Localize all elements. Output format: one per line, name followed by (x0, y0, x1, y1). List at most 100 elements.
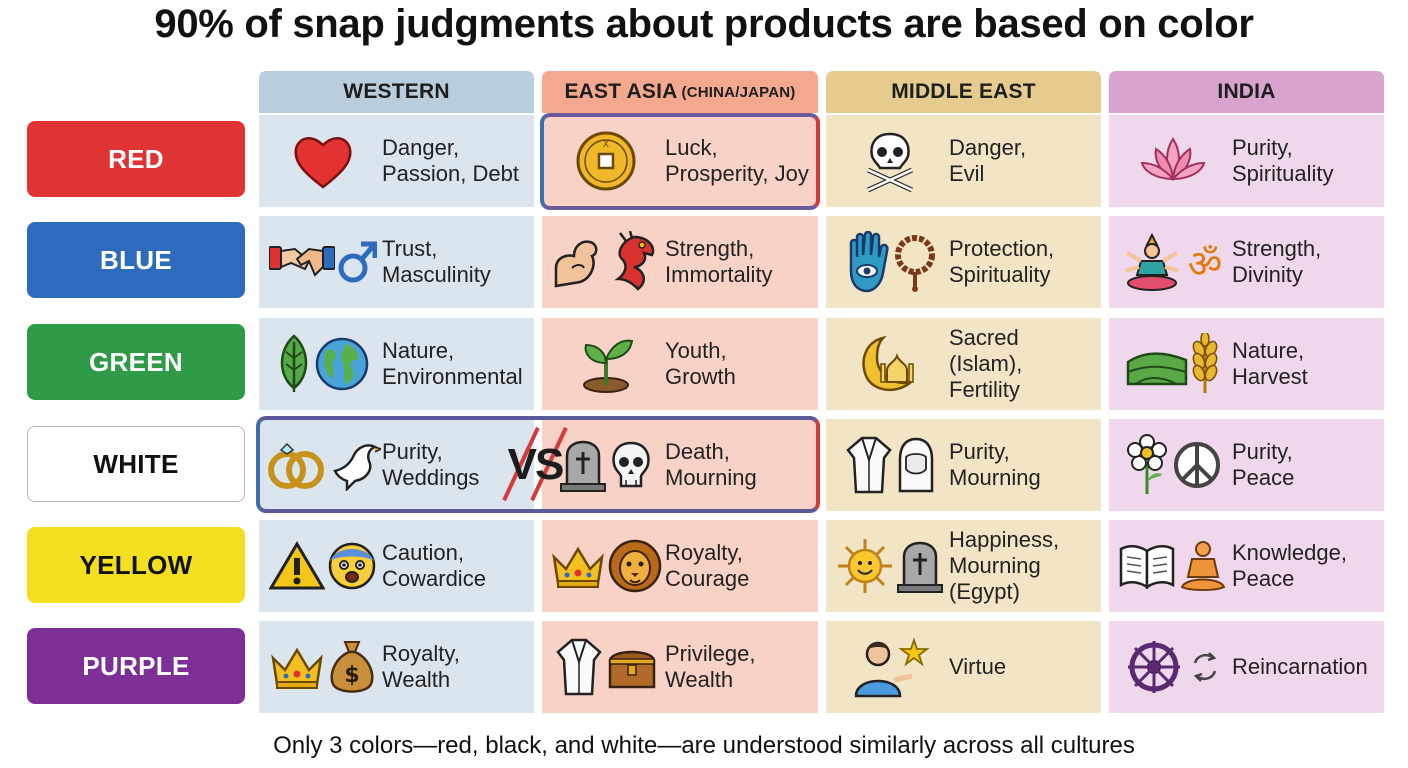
meaning-line: Courage (665, 566, 750, 591)
footer-note: Only 3 colors—red, black, and white—are … (273, 732, 1135, 759)
meaning-line: Reincarnation (1232, 654, 1368, 679)
flexed-arm-icon (552, 234, 602, 290)
cell-icons (267, 433, 381, 497)
meaning-line: Strength, (665, 236, 755, 261)
meaning-line: Environmental (382, 364, 523, 389)
meaning-line: Protection, (949, 236, 1055, 261)
cell-icons (267, 129, 379, 193)
cell-meaning: Purity, Peace (1232, 419, 1378, 511)
leaf-icon (276, 334, 312, 394)
meaning-line: Cowardice (382, 566, 486, 591)
meaning-line: Wealth (382, 667, 451, 692)
cell-meaning: Royalty, Wealth (382, 621, 528, 713)
money-bag-icon: $ (327, 638, 377, 696)
cell-meaning: Strength, Divinity (1232, 216, 1378, 308)
cell-yellow-middle-east: Happiness, Mourning (Egypt) (826, 520, 1101, 612)
column-header-east-asia: EAST ASIA (CHINA/JAPAN) (542, 71, 818, 113)
cell-icons (1117, 635, 1229, 699)
meaning-line: Mourning (949, 553, 1041, 578)
meaning-line: Purity, (1232, 439, 1293, 464)
meaning-line: Purity, (1232, 135, 1293, 160)
cell-icons (834, 635, 946, 699)
row-label-yellow: YELLOW (27, 527, 245, 603)
row-label-red: RED (27, 121, 245, 197)
coin-icon: X (575, 130, 637, 192)
cell-icons (1117, 129, 1229, 193)
cell-icons (550, 433, 662, 497)
cell-red-east-asia: X Luck, Prosperity, Joy (542, 115, 818, 207)
meaning-line: Youth, (665, 338, 727, 363)
cell-icons (550, 230, 662, 294)
cell-meaning: Royalty, Courage (665, 520, 812, 612)
cell-purple-east-asia: Privilege, Wealth (542, 621, 818, 713)
cell-meaning: Happiness, Mourning (Egypt) (949, 520, 1095, 612)
svg-text:ॐ: ॐ (1188, 242, 1223, 285)
cell-blue-western: Trust, Masculinity (259, 216, 534, 308)
tombstone-icon (896, 539, 944, 593)
cell-meaning: Reincarnation (1232, 621, 1378, 713)
cell-icons (834, 129, 946, 193)
skull-icon (609, 440, 653, 490)
cell-icons (1117, 433, 1229, 497)
warning-icon (269, 541, 325, 591)
meaning-line: Purity, (949, 439, 1010, 464)
meaning-line: Growth (665, 364, 736, 389)
wheat-icon (1190, 333, 1220, 395)
globe-icon (314, 336, 370, 392)
cell-meaning: Luck, Prosperity, Joy (665, 115, 812, 207)
robe-icon (844, 434, 894, 496)
column-header-label: MIDDLE EAST (891, 80, 1036, 103)
cell-green-western: Nature, Environmental (259, 318, 534, 410)
cell-icons (834, 230, 946, 294)
column-header-western: WESTERN (259, 71, 534, 113)
cell-meaning: Strength, Immortality (665, 216, 812, 308)
meaning-line: Weddings (382, 465, 480, 490)
cell-green-east-asia: Youth, Growth (542, 318, 818, 410)
cell-yellow-western: Caution, Cowardice (259, 520, 534, 612)
meaning-line: Nature, (1232, 338, 1305, 363)
peace-icon (1172, 440, 1222, 490)
meaning-line: Trust, (382, 236, 438, 261)
column-header-label: WESTERN (343, 80, 450, 103)
meaning-line: Spirituality (1232, 161, 1334, 186)
cell-icons (834, 332, 946, 396)
meaning-line: Peace (1232, 566, 1295, 591)
cell-meaning: Trust, Masculinity (382, 216, 528, 308)
cell-green-middle-east: Sacred (Islam), Fertility (826, 318, 1101, 410)
cell-icons (834, 534, 946, 598)
crown-icon (550, 543, 606, 589)
skull-crossbones-icon (862, 130, 918, 192)
cell-red-western: Danger, Passion, Debt (259, 115, 534, 207)
cell-white-western: Purity, Weddings (259, 419, 534, 511)
meaning-line: Happiness, (949, 527, 1060, 552)
lion-icon (608, 537, 662, 595)
meaning-line: Danger, (382, 135, 460, 160)
cell-icons (267, 332, 379, 396)
cell-icons (550, 635, 662, 699)
cell-yellow-east-asia: Royalty, Courage (542, 520, 818, 612)
cell-blue-india: ॐ Strength, Divinity (1109, 216, 1384, 308)
meaning-line: Royalty, (382, 641, 460, 666)
hamsa-icon (843, 231, 891, 293)
om-icon: ॐ (1185, 239, 1225, 285)
crown-icon (269, 644, 325, 690)
cell-purple-middle-east: Virtue (826, 621, 1101, 713)
cell-meaning: Purity, Weddings (382, 419, 528, 511)
book-icon (1118, 543, 1176, 589)
meaning-line: Wealth (665, 667, 734, 692)
cell-green-india: Nature, Harvest (1109, 318, 1384, 410)
male-symbol-icon (337, 240, 377, 284)
cell-meaning: Danger, Evil (949, 115, 1095, 207)
flower-icon (1124, 434, 1170, 496)
meaning-line: Royalty, (665, 540, 743, 565)
cell-yellow-india: Knowledge, Peace (1109, 520, 1384, 612)
cell-white-india: Purity, Peace (1109, 419, 1384, 511)
treasure-chest-icon (606, 643, 658, 691)
cycle-icon (1187, 649, 1223, 685)
meaning-line: Death, (665, 439, 730, 464)
meaning-line: Strength, (1232, 236, 1322, 261)
meaning-line: Fertility (949, 377, 1020, 402)
cell-icons: X (550, 129, 662, 193)
cell-meaning: Virtue (949, 621, 1095, 713)
vs-label: VS (507, 440, 565, 489)
